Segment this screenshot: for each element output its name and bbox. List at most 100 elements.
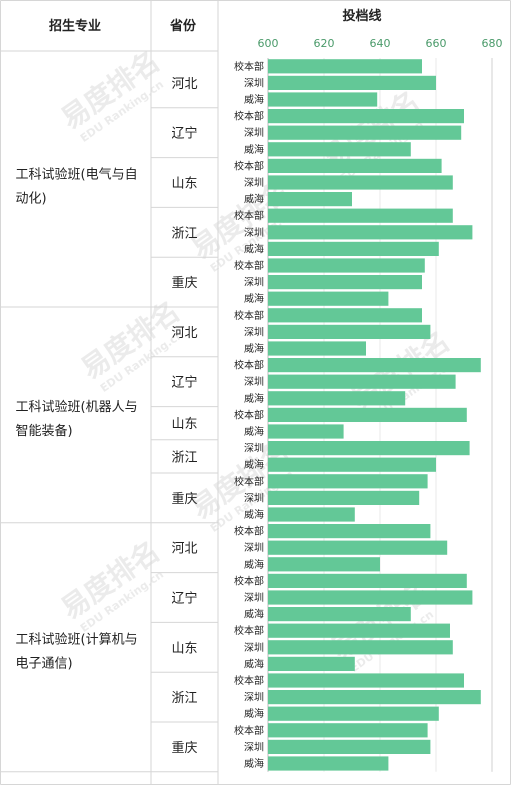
campus-label: 深圳	[244, 492, 264, 504]
campus-label: 威海	[244, 608, 264, 621]
header-province: 省份	[169, 18, 197, 34]
campus-label: 校本部	[234, 408, 264, 421]
province-label: 重庆	[171, 275, 197, 291]
province-label: 浙江	[171, 226, 197, 241]
major-label: 电子通信)	[16, 656, 73, 671]
chart-body: 校本部深圳威海河北校本部深圳威海辽宁校本部深圳威海山东校本部深圳威海浙江校本部深…	[16, 59, 481, 771]
campus-label: 深圳	[244, 542, 264, 554]
x-tick-label: 640	[370, 37, 391, 50]
province-label: 重庆	[171, 491, 197, 507]
major-label: 工科试验班(机器人与	[16, 399, 138, 415]
campus-label: 深圳	[244, 127, 264, 139]
province-label: 辽宁	[171, 375, 197, 391]
campus-label: 校本部	[234, 309, 264, 322]
campus-label: 深圳	[244, 277, 264, 289]
major-label: 工科试验班(电气与自	[16, 167, 138, 183]
province-label: 重庆	[171, 740, 197, 756]
campus-label: 深圳	[244, 443, 264, 455]
major-label: 智能装备)	[16, 423, 73, 439]
campus-label: 校本部	[234, 724, 264, 737]
campus-label: 深圳	[244, 326, 264, 338]
bar-威海	[268, 142, 411, 157]
x-tick-label: 680	[482, 37, 503, 50]
major-label: 工科试验班(计算机与	[16, 631, 138, 647]
bar-深圳	[268, 540, 448, 555]
bar-深圳	[268, 324, 431, 339]
bar-深圳	[268, 374, 456, 389]
province-label: 辽宁	[171, 591, 197, 607]
bar-威海	[268, 391, 406, 406]
bar-威海	[268, 756, 389, 771]
x-tick-label: 620	[314, 37, 335, 50]
campus-label: 校本部	[234, 110, 264, 123]
bar-深圳	[268, 225, 473, 240]
header-major: 招生专业	[49, 18, 101, 34]
bar-威海	[268, 557, 380, 572]
bar-威海	[268, 457, 436, 472]
campus-label: 校本部	[234, 60, 264, 73]
bar-威海	[268, 192, 352, 207]
campus-label: 校本部	[234, 525, 264, 538]
campus-label: 校本部	[234, 574, 264, 587]
bar-校本部	[268, 524, 431, 539]
campus-label: 校本部	[234, 359, 264, 372]
campus-label: 威海	[244, 757, 264, 770]
province-label: 山东	[171, 417, 197, 432]
bar-校本部	[268, 208, 453, 223]
bar-深圳	[268, 125, 462, 140]
campus-label: 校本部	[234, 159, 264, 172]
bar-威海	[268, 656, 355, 671]
bar-校本部	[268, 358, 481, 373]
campus-label: 深圳	[244, 177, 264, 189]
bar-威海	[268, 92, 378, 107]
campus-label: 校本部	[234, 259, 264, 272]
bar-深圳	[268, 739, 431, 754]
campus-label: 校本部	[234, 674, 264, 687]
province-label: 河北	[171, 542, 197, 557]
header-score: 投档线	[342, 8, 381, 24]
bar-校本部	[268, 109, 464, 124]
bar-校本部	[268, 308, 422, 323]
x-tick-label: 660	[426, 37, 447, 50]
bar-威海	[268, 291, 389, 306]
bar-校本部	[268, 573, 467, 588]
campus-label: 威海	[244, 657, 264, 670]
bar-威海	[268, 424, 344, 439]
province-label: 浙江	[171, 450, 197, 465]
campus-label: 威海	[244, 558, 264, 571]
bar-威海	[268, 507, 355, 522]
campus-label: 深圳	[244, 642, 264, 654]
bar-威海	[268, 341, 366, 356]
campus-label: 威海	[244, 93, 264, 106]
bar-深圳	[268, 175, 453, 190]
campus-label: 威海	[244, 242, 264, 255]
campus-label: 威海	[244, 342, 264, 355]
campus-label: 深圳	[244, 77, 264, 89]
x-tick-label: 600	[258, 37, 279, 50]
campus-label: 威海	[244, 508, 264, 521]
bar-校本部	[268, 673, 464, 688]
province-label: 浙江	[171, 691, 197, 706]
campus-label: 校本部	[234, 475, 264, 488]
major-label: 动化)	[16, 192, 47, 207]
province-label: 辽宁	[171, 126, 197, 142]
campus-label: 威海	[244, 392, 264, 405]
campus-label: 深圳	[244, 692, 264, 704]
campus-label: 威海	[244, 193, 264, 206]
table-headers: 招生专业 省份 投档线	[49, 8, 382, 34]
province-label: 河北	[171, 77, 197, 92]
bar-校本部	[268, 474, 428, 489]
bar-校本部	[268, 623, 450, 638]
bar-深圳	[268, 690, 481, 705]
campus-label: 威海	[244, 425, 264, 438]
bar-威海	[268, 607, 411, 622]
bar-深圳	[268, 640, 453, 655]
bar-深圳	[268, 490, 420, 505]
bar-校本部	[268, 407, 467, 422]
bar-校本部	[268, 158, 442, 173]
bar-威海	[268, 241, 439, 256]
bar-深圳	[268, 590, 473, 605]
province-label: 河北	[171, 326, 197, 341]
